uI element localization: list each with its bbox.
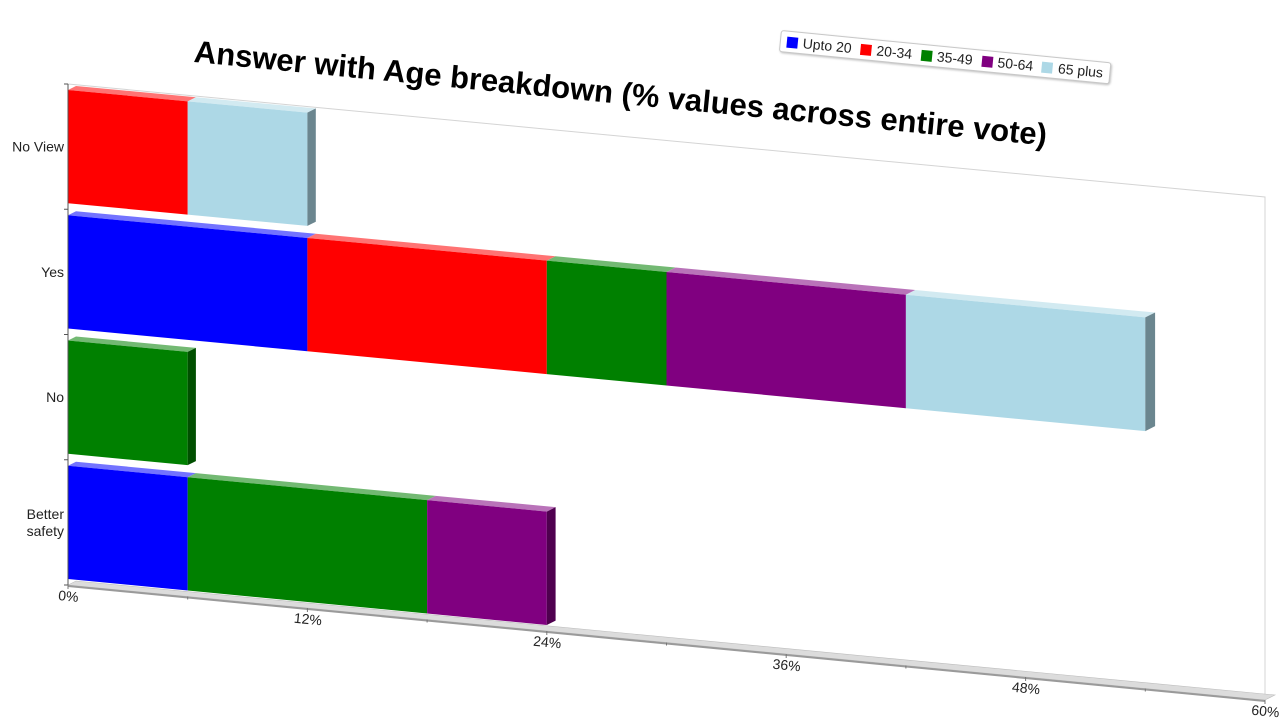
- bar-top-better-safety-35-49: [187, 473, 436, 501]
- bar-top-yes-65-plus: [905, 290, 1156, 318]
- bar-top-yes-35-49: [546, 256, 676, 273]
- legend-label: Upto 20: [802, 35, 853, 56]
- x-tick-label-60: 60%: [1251, 702, 1280, 720]
- legend-swatch: [786, 36, 799, 49]
- bar-no-view-65-plus: [187, 101, 308, 226]
- legend-label: 35-49: [936, 48, 974, 68]
- legend-item-20-34: 20-34: [860, 41, 913, 62]
- x-tick-label-12: 12%: [293, 610, 322, 629]
- legend-swatch: [981, 55, 994, 68]
- bar-top-yes-upto-20: [68, 211, 316, 238]
- legend-item-50-64: 50-64: [981, 53, 1034, 74]
- bar-yes-upto-20: [68, 215, 308, 352]
- bar-no-view-20-34: [68, 90, 188, 215]
- legend-item-65-plus: 65 plus: [1041, 59, 1104, 81]
- x-tick-label-36: 36%: [772, 656, 801, 675]
- y-tick-label-no-view: No View: [12, 139, 65, 155]
- bar-top-no-view-20-34: [68, 86, 196, 102]
- legend-label: 65 plus: [1057, 60, 1104, 81]
- bar-top-yes-50-64: [666, 267, 916, 295]
- bar-yes-20-34: [307, 237, 547, 375]
- bar-better-safety-50-64: [427, 500, 547, 625]
- bar-side-better-safety: [546, 507, 556, 625]
- bar-side-no: [187, 347, 196, 466]
- legend-label: 20-34: [875, 42, 913, 62]
- bar-better-safety-35-49: [187, 477, 428, 614]
- bar-top-better-safety-50-64: [427, 495, 556, 512]
- bar-top-better-safety-upto-20: [68, 461, 196, 478]
- x-tick-label-24: 24%: [533, 633, 562, 652]
- x-tick-label-0: 0%: [58, 587, 80, 605]
- legend-swatch: [860, 43, 873, 56]
- bar-yes-35-49: [546, 260, 667, 386]
- plot-frame: [67, 83, 1266, 700]
- bar-top-yes-20-34: [307, 233, 556, 261]
- legend-label: 50-64: [996, 54, 1034, 74]
- legend-item-35-49: 35-49: [920, 47, 973, 68]
- bar-yes-50-64: [666, 272, 906, 409]
- y-tick-label-no: No: [46, 389, 64, 405]
- bar-side-no-view: [307, 108, 316, 226]
- bar-yes-65-plus: [905, 294, 1146, 432]
- bar-top-no-view-65-plus: [187, 97, 316, 113]
- y-tick-label-yes: Yes: [41, 264, 64, 280]
- bar-top-no-35-49: [68, 336, 196, 352]
- y-tick-label-better-safety: Better safety: [27, 506, 65, 539]
- x-axis-floor: [66, 580, 1277, 701]
- legend-swatch: [1041, 61, 1054, 74]
- legend-item-upto-20: Upto 20: [786, 34, 852, 56]
- bar-better-safety-upto-20: [68, 465, 188, 591]
- bar-no-35-49: [68, 340, 188, 466]
- x-tick-label-48: 48%: [1011, 679, 1040, 698]
- legend-swatch: [920, 49, 933, 62]
- bar-side-yes: [1145, 312, 1156, 432]
